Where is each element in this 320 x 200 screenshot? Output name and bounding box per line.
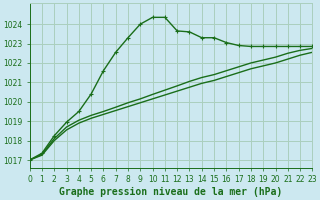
X-axis label: Graphe pression niveau de la mer (hPa): Graphe pression niveau de la mer (hPa): [60, 187, 283, 197]
